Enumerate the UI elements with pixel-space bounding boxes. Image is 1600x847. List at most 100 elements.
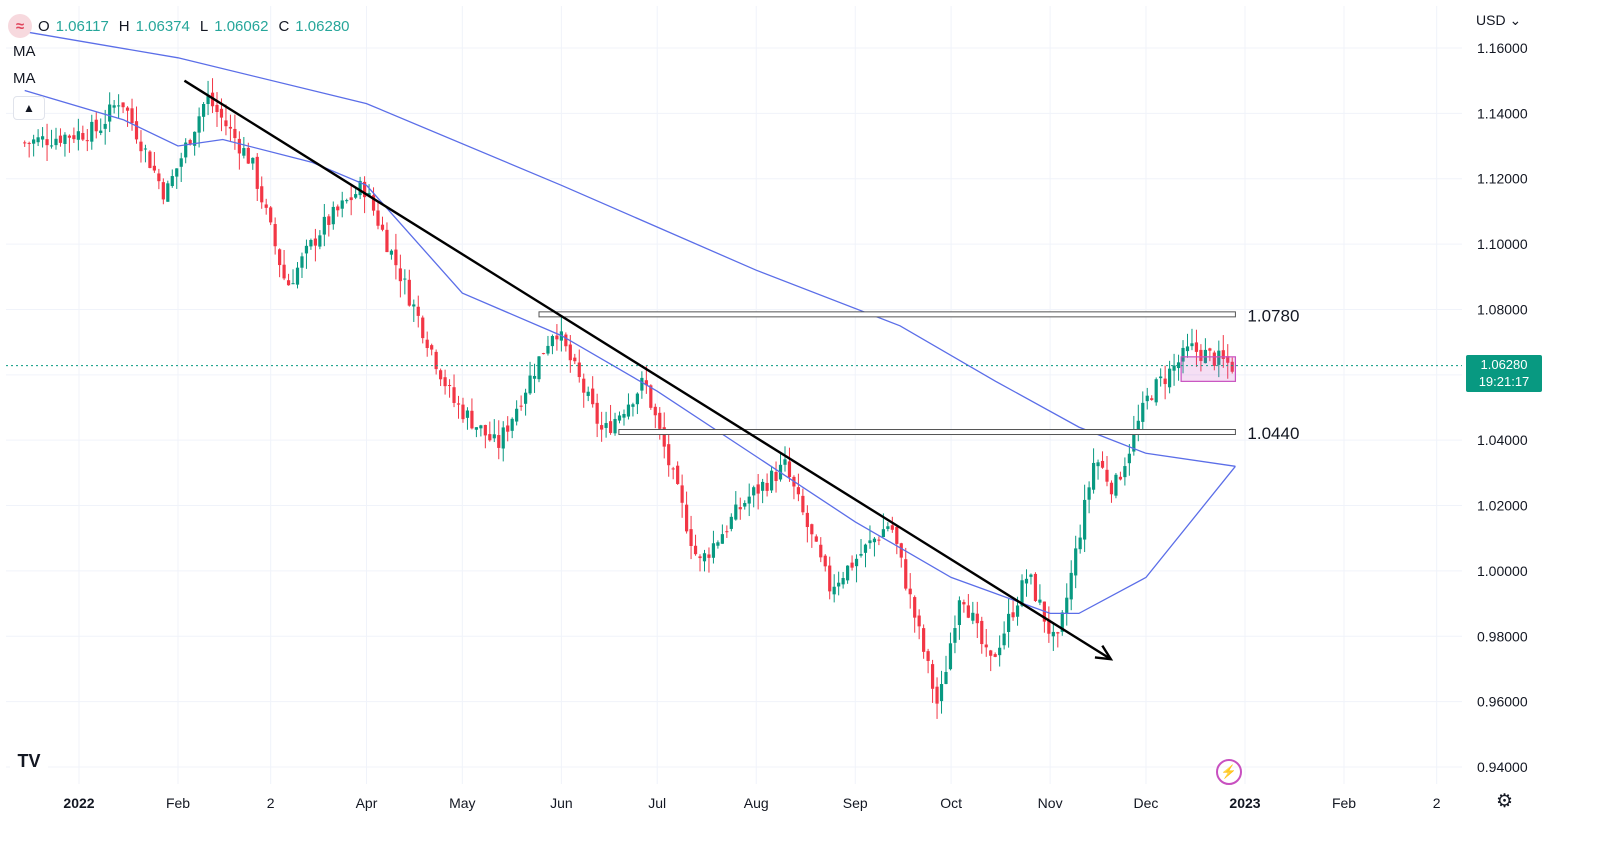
candle-body	[890, 525, 894, 530]
candle-body	[895, 526, 899, 544]
candle-body	[269, 207, 273, 223]
candle-body	[698, 556, 702, 559]
y-tick-label: 1.10000	[1477, 236, 1528, 252]
candle-body	[984, 644, 988, 648]
candle-body	[1194, 342, 1199, 352]
candle-body	[519, 405, 523, 407]
candle-body	[796, 487, 801, 495]
candle-body	[103, 123, 107, 129]
candle-body	[662, 427, 666, 447]
candle-body	[886, 526, 890, 529]
candle-body	[810, 524, 814, 535]
candle-body	[1002, 633, 1006, 646]
candle-body	[233, 128, 237, 139]
candle-body	[729, 516, 733, 529]
candle-body	[720, 534, 724, 544]
candle-body	[604, 423, 608, 428]
candle-body	[300, 256, 304, 268]
x-tick-label: 2023	[1229, 795, 1260, 811]
candle-body	[94, 119, 98, 132]
candle-body	[640, 377, 644, 391]
candle-body	[689, 529, 693, 546]
candle-body	[515, 408, 519, 422]
consolidation-box	[1180, 356, 1237, 382]
candle-body	[206, 95, 210, 105]
candle-body	[439, 370, 443, 380]
candle-body	[327, 216, 331, 225]
y-tick-label: 0.98000	[1477, 628, 1528, 644]
candle-body	[801, 495, 805, 513]
candle-body	[45, 139, 49, 146]
lightning-icon[interactable]: ⚡	[1216, 759, 1242, 785]
candle-body	[380, 224, 385, 230]
indicator-ma-2[interactable]: MA	[13, 70, 36, 87]
candle-body	[734, 504, 738, 520]
y-tick-label: 1.12000	[1477, 171, 1528, 187]
candle-body	[63, 134, 67, 144]
candle-body	[828, 565, 832, 592]
x-tick-label: Aug	[744, 795, 769, 811]
candle-body	[1141, 402, 1145, 422]
candle-body	[394, 249, 398, 266]
candle-body	[228, 126, 233, 129]
candle-body	[148, 151, 152, 168]
candle-body	[452, 387, 456, 403]
candle-body	[1069, 572, 1073, 600]
x-tick-label: May	[449, 795, 475, 811]
candle-body	[743, 503, 747, 507]
x-tick-label: Sep	[843, 795, 868, 811]
high-label: H	[118, 17, 130, 35]
candle-body	[58, 135, 63, 143]
candle-body	[340, 200, 344, 209]
candle-body	[215, 104, 219, 113]
candle-body	[282, 264, 286, 279]
candle-body	[1078, 537, 1082, 550]
candle-body	[479, 425, 483, 429]
moving-average-line-1	[24, 31, 1236, 467]
gear-icon[interactable]: ⚙	[1496, 791, 1514, 812]
x-tick-label: Feb	[166, 795, 190, 811]
candle-body	[117, 105, 121, 107]
candle-body	[32, 139, 36, 144]
candle-body	[1038, 599, 1042, 603]
candle-body	[501, 427, 505, 449]
candle-body	[899, 543, 903, 558]
currency-selector[interactable]: USD ⌄	[1476, 12, 1521, 29]
candle-body	[1033, 573, 1038, 601]
candle-body	[1221, 350, 1225, 359]
candle-body	[1208, 348, 1212, 351]
candle-body	[36, 137, 40, 143]
close-label: C	[278, 17, 290, 35]
wave-icon[interactable]: ≈	[8, 14, 32, 38]
candle-body	[523, 392, 528, 404]
candle-body	[304, 245, 309, 254]
candle-body	[170, 176, 174, 187]
candle-body	[313, 238, 317, 246]
candle-body	[371, 195, 376, 211]
candle-body	[416, 306, 420, 316]
candle-body	[1109, 482, 1114, 495]
candle-body	[465, 410, 470, 418]
candle-body	[27, 142, 31, 144]
y-tick-label: 0.94000	[1477, 759, 1528, 775]
candle-body	[600, 425, 604, 430]
candle-body	[591, 388, 595, 405]
candle-body	[134, 121, 139, 140]
candle-body	[492, 434, 496, 439]
high-value: 1.06374	[135, 17, 190, 35]
candle-body	[246, 147, 250, 164]
candle-body	[926, 651, 930, 661]
tradingview-logo[interactable]: TV	[10, 746, 48, 776]
x-tick-label: Jul	[648, 795, 666, 811]
candle-body	[389, 250, 394, 255]
candle-body	[430, 345, 434, 350]
collapse-indicators-button[interactable]: ▲	[13, 96, 45, 120]
candle-body	[783, 459, 787, 465]
candle-body	[1163, 378, 1167, 385]
candle-body	[201, 104, 206, 117]
indicator-ma-1[interactable]: MA	[13, 43, 36, 60]
candle-body	[823, 555, 827, 567]
candle-body	[224, 120, 228, 127]
